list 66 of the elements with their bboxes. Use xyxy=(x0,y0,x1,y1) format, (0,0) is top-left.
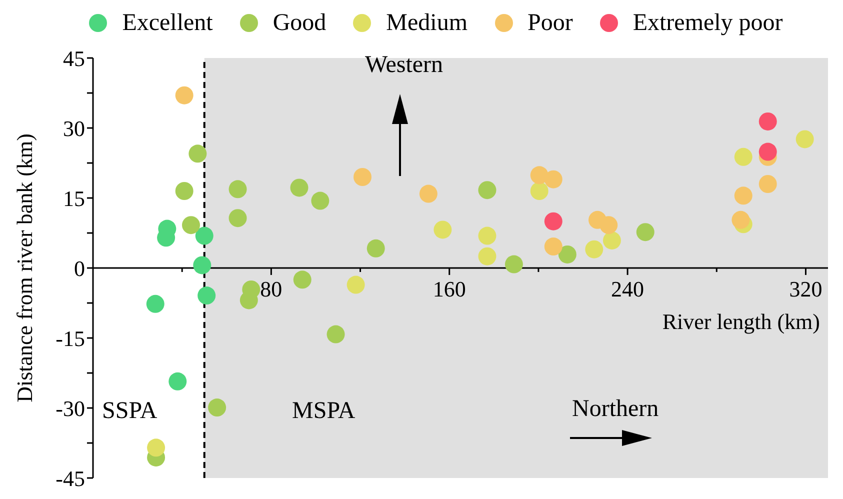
point xyxy=(175,182,194,200)
point xyxy=(175,86,194,104)
point xyxy=(585,240,604,258)
legend-label: Extremely poor xyxy=(632,10,783,36)
point xyxy=(734,148,752,166)
y-tick-label: 0 xyxy=(74,256,85,281)
point xyxy=(346,276,365,294)
point xyxy=(530,166,548,184)
x-tick-label: 80 xyxy=(260,276,282,302)
point xyxy=(434,220,452,239)
point xyxy=(290,178,308,197)
point xyxy=(419,184,438,203)
point xyxy=(758,142,777,161)
x-tick-label: 320 xyxy=(789,276,822,302)
point xyxy=(478,247,496,266)
point xyxy=(208,398,226,417)
point xyxy=(293,270,312,289)
y-tick-label: 15 xyxy=(63,186,85,211)
point xyxy=(240,291,258,310)
point xyxy=(732,210,750,229)
y-axis-title: Distance from river bank (km) xyxy=(12,134,37,402)
point xyxy=(544,238,562,256)
legend-label: Good xyxy=(272,10,326,36)
y-tick-label: -30 xyxy=(56,396,85,421)
point xyxy=(504,255,523,274)
point xyxy=(147,438,166,457)
point xyxy=(602,231,621,250)
point xyxy=(311,192,330,210)
legend-label: Poor xyxy=(528,10,573,36)
point xyxy=(530,182,548,200)
legend-label: Medium xyxy=(386,10,468,36)
point xyxy=(228,209,247,228)
point xyxy=(228,180,247,198)
x-tick-label: 240 xyxy=(611,276,644,302)
point xyxy=(478,226,496,245)
point xyxy=(734,186,752,205)
point xyxy=(354,168,372,186)
x-axis-title: River length (km) xyxy=(662,309,820,335)
point xyxy=(796,130,814,148)
y-tick-label: 45 xyxy=(63,46,85,71)
y-tick-label: -45 xyxy=(56,466,85,491)
point xyxy=(198,286,216,305)
annotation: Western xyxy=(365,52,444,79)
point xyxy=(168,372,187,390)
y-tick-label: -15 xyxy=(56,326,85,351)
point xyxy=(146,294,164,313)
point xyxy=(478,181,496,200)
point xyxy=(188,144,207,163)
y-tick-label: 30 xyxy=(63,116,85,141)
annotation: MSPA xyxy=(292,398,356,425)
annotation: SSPA xyxy=(102,398,158,425)
point xyxy=(558,245,576,264)
point xyxy=(326,325,345,344)
point xyxy=(193,256,212,274)
point xyxy=(600,216,618,234)
legend-label: Excellent xyxy=(122,10,213,36)
point xyxy=(544,170,562,188)
point xyxy=(758,112,777,130)
point xyxy=(366,239,385,258)
x-tick-label: 160 xyxy=(432,276,466,302)
point xyxy=(758,175,777,193)
point xyxy=(195,226,214,245)
point xyxy=(636,223,654,242)
point xyxy=(544,212,562,230)
point xyxy=(182,216,200,234)
annotation: Northern xyxy=(572,396,659,423)
